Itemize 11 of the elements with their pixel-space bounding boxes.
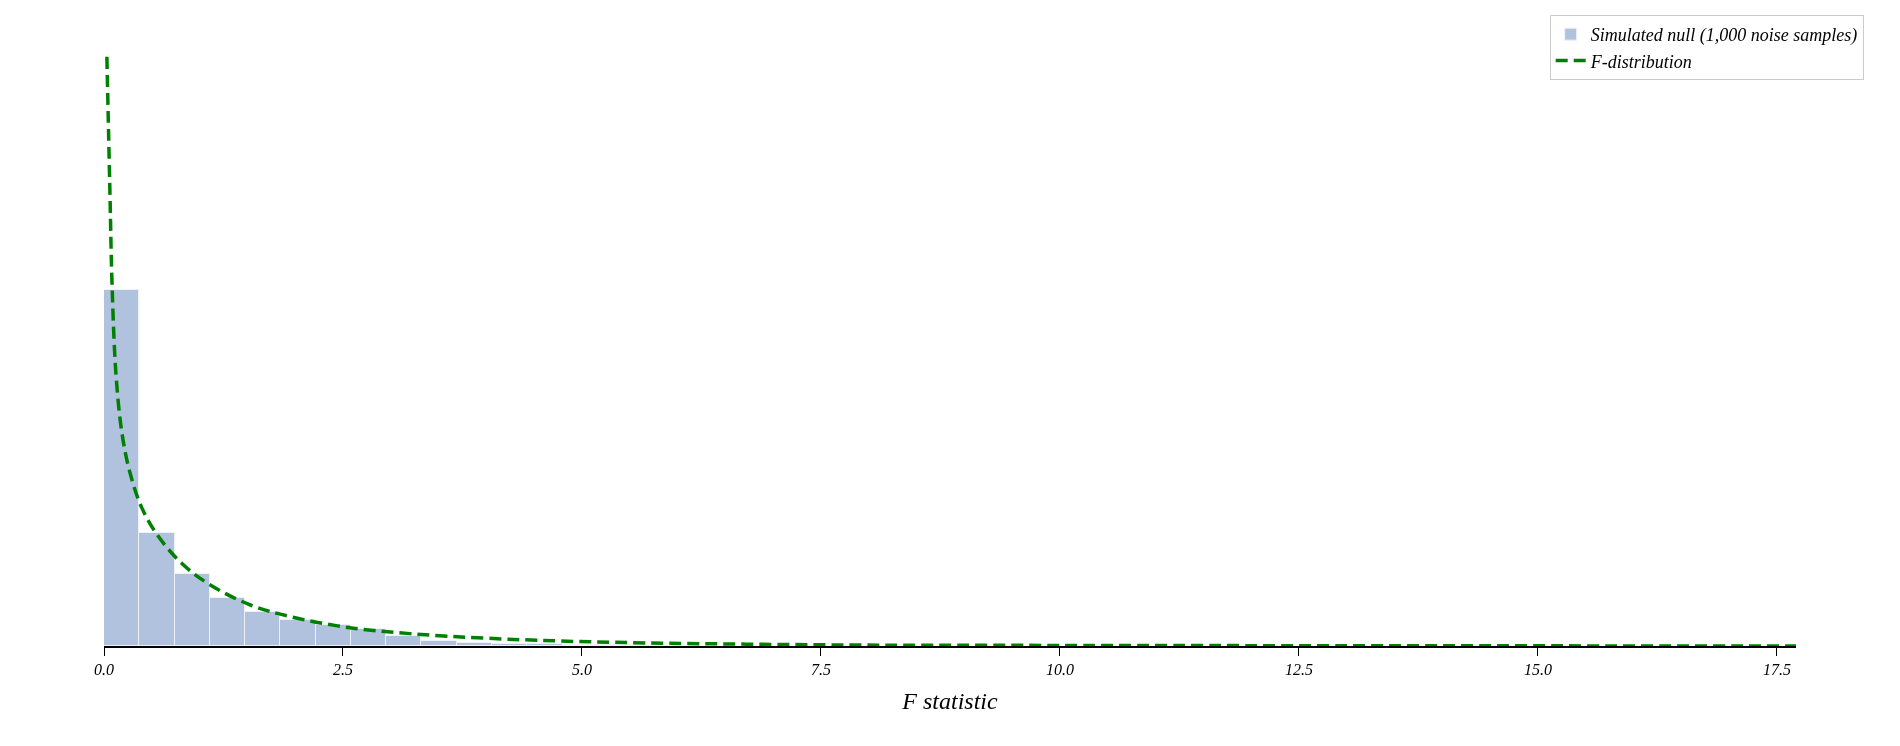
x-tick-label: 0.0 bbox=[94, 660, 114, 678]
x-tick-label: 17.5 bbox=[1762, 660, 1791, 678]
x-tick-label: 10.0 bbox=[1045, 660, 1074, 678]
x-tick-label: 12.5 bbox=[1284, 660, 1313, 678]
x-tick-label: 2.5 bbox=[332, 660, 353, 678]
x-tick-label: 5.0 bbox=[571, 660, 592, 678]
x-tick-label: 15.0 bbox=[1523, 660, 1552, 678]
legend-label: Simulated null (1,000 noise samples) bbox=[1590, 25, 1858, 47]
legend-label: F-distribution bbox=[1589, 51, 1692, 72]
x-axis-title: F statistic bbox=[901, 687, 999, 714]
x-tick-label: 7.5 bbox=[810, 660, 831, 678]
